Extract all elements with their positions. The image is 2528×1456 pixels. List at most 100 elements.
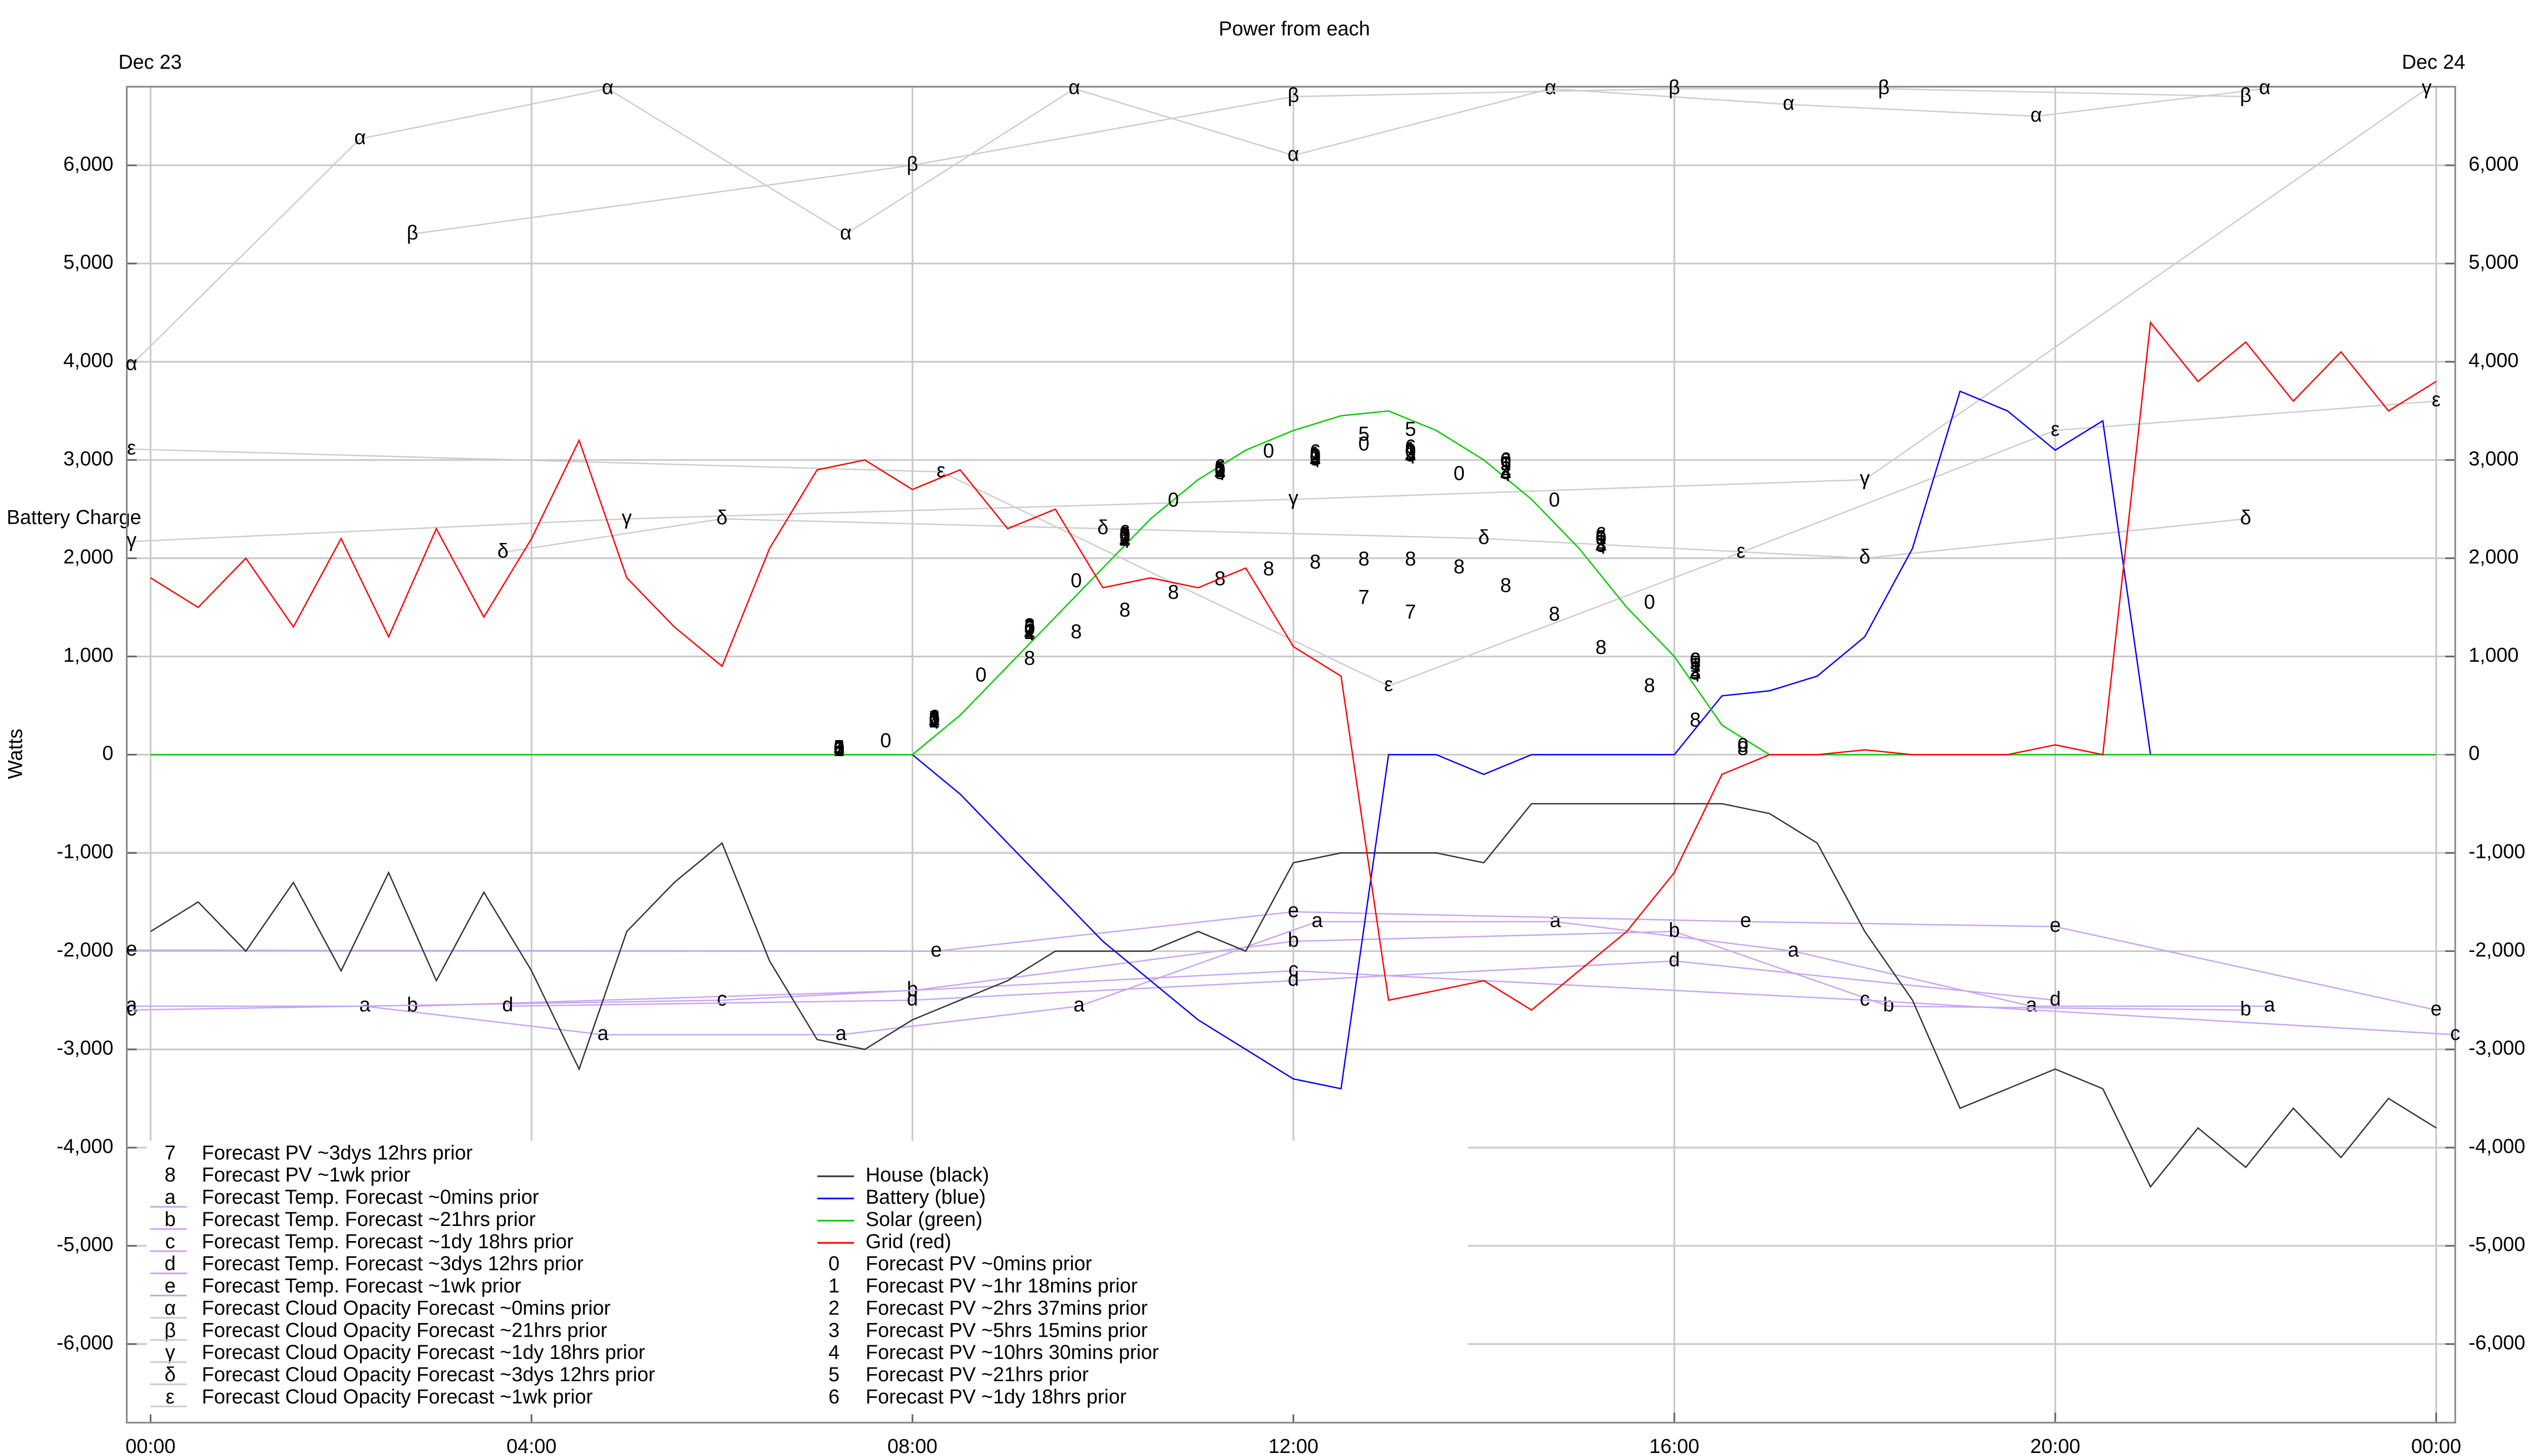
x-tick-label: 12:00 [1269,1435,1319,1456]
point-marker: α [1545,76,1556,99]
legend-label: Forecast Cloud Opacity Forecast ~0mins p… [202,1297,610,1319]
point-marker: 5 [1690,652,1701,674]
point-marker: 4 [1690,664,1701,686]
series-line [150,321,2437,1011]
point-marker: β [907,153,918,175]
point-marker: e [126,938,137,960]
point-marker: 1 [1214,458,1226,480]
x-tick-label: 08:00 [887,1435,937,1456]
point-marker: γ [1860,467,1870,489]
legend-label: Forecast Temp. Forecast ~0mins prior [202,1186,539,1208]
point-marker: c [717,988,727,1010]
point-marker: 4 [1405,445,1416,468]
legend-label: Forecast PV ~1hr 18mins prior [866,1275,1138,1297]
y-tick-label: 4,000 [63,349,113,372]
point-marker: 6 [1024,616,1035,638]
legend-marker: ε [166,1386,175,1408]
point-marker: ε [1384,673,1393,696]
point-marker: 0 [1214,460,1226,482]
point-marker: ε [127,437,136,459]
legend-marker: γ [165,1341,175,1363]
y-tick-label: 0 [2468,742,2479,764]
y-tick-label: -4,000 [57,1135,113,1157]
point-marker: δ [1478,526,1489,549]
point-marker: b [907,978,918,1000]
point-marker: 8 [1119,599,1131,621]
point-marker: 0 [834,738,845,760]
y-tick-label: -3,000 [2468,1037,2525,1059]
legend-label: Forecast PV ~0mins prior [866,1253,1092,1275]
point-marker: γ [622,507,632,529]
point-marker: β [1668,76,1680,99]
point-marker: d [1288,968,1299,990]
point-marker: b [2240,997,2251,1020]
point-marker: 5 [1500,452,1511,475]
point-marker: α [602,76,613,99]
point-marker: d [907,988,918,1010]
point-marker: 3 [1310,447,1321,470]
point-marker: 3 [1214,462,1226,484]
point-marker: ε [1737,540,1746,562]
point-marker: 6 [1596,523,1607,545]
legend-marker: b [164,1208,175,1231]
point-marker: 8 [1263,558,1274,580]
y-tick-label: 3,000 [63,447,113,470]
y-tick-label: -2,000 [2468,939,2525,961]
point-marker: 2 [929,710,940,732]
point-marker: 3 [929,707,940,729]
point-marker: ε [2432,389,2441,411]
legend-marker: 1 [828,1275,839,1297]
legend-marker: 2 [828,1297,839,1319]
x-tick-label: 04:00 [507,1435,557,1456]
point-marker: a [598,1022,609,1044]
point-marker: b [1288,929,1299,951]
legend-label: Forecast Cloud Opacity Forecast ~21hrs p… [202,1319,607,1341]
point-marker: 2 [1690,659,1701,681]
point-marker: 1 [1024,619,1035,642]
legend-marker: β [164,1319,176,1341]
point-marker: 8 [1644,674,1655,697]
series-line [150,410,2436,756]
point-marker: 6 [929,706,940,728]
legend-marker: 5 [828,1363,839,1386]
series-line [412,88,2246,235]
legend-label: Forecast Cloud Opacity Forecast ~1wk pri… [202,1386,593,1408]
legend-marker: δ [164,1363,175,1386]
y-tick-label: -6,000 [57,1332,113,1354]
point-marker: 0 [1549,489,1560,511]
point-marker: 0 [1737,735,1748,757]
point-marker: 8 [1737,738,1748,760]
point-marker: β [2240,84,2251,106]
point-marker: 5 [1024,617,1035,639]
y-tick-label: -1,000 [2468,841,2525,863]
legend-label: Forecast Temp. Forecast ~1dy 18hrs prior [202,1231,573,1253]
point-marker: 6 [1405,436,1416,458]
legend-label: Forecast Cloud Opacity Forecast ~1dy 18h… [202,1341,645,1363]
point-marker: 1 [929,708,940,730]
date-label: Dec 23 [118,51,182,73]
point-marker: e [1288,899,1299,922]
point-marker: α [354,126,366,149]
point-marker: 8 [1168,581,1179,604]
x-tick-label: 00:00 [125,1435,175,1456]
point-marker: α [126,352,138,375]
point-marker: 6 [1214,456,1226,478]
point-marker: 0 [1168,489,1179,511]
point-marker: 6 [1310,441,1321,463]
annotation: Battery Charge [7,506,141,528]
point-marker: β [1878,76,1890,99]
point-marker: 4 [1500,463,1511,485]
y-tick-label: -1,000 [57,841,113,863]
point-marker: 4 [834,738,845,760]
point-marker: a [359,994,371,1016]
point-marker: ε [2051,418,2060,440]
y-tick-label: -5,000 [2468,1234,2525,1256]
point-marker: d [2050,988,2061,1010]
point-marker: α [2259,76,2271,99]
point-marker: 2 [1596,531,1607,553]
y-axis-label: Watts [4,729,26,779]
y-tick-label: -4,000 [2468,1135,2525,1157]
legend-marker: d [164,1253,175,1275]
point-marker: 8 [1071,620,1082,643]
point-marker: 2 [1024,621,1035,644]
